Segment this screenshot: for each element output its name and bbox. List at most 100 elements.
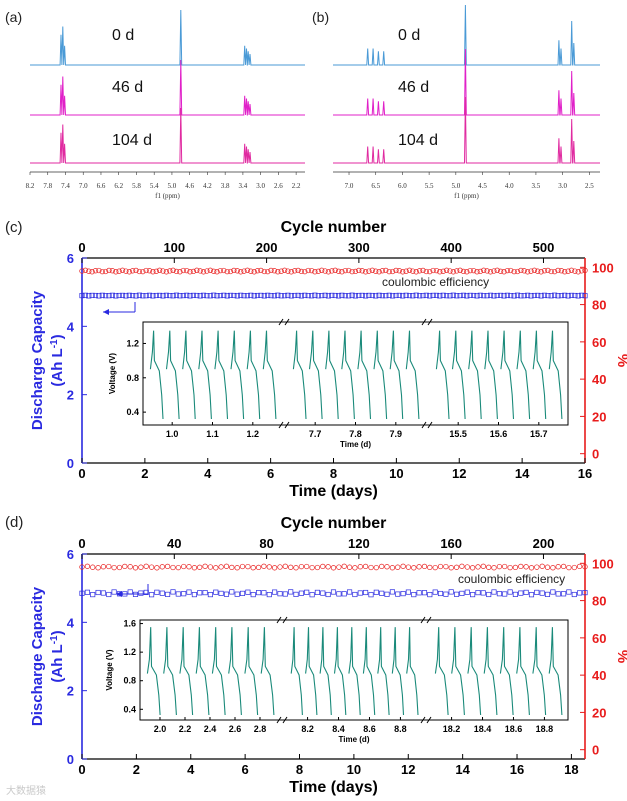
capacity-point — [411, 592, 417, 598]
efficiency-point — [339, 269, 345, 275]
nmr-trace — [333, 4, 600, 66]
efficiency-point — [568, 267, 575, 273]
efficiency-point — [565, 268, 571, 274]
capacity-point — [379, 590, 385, 596]
efficiency-point — [470, 267, 477, 274]
efficiency-point — [102, 268, 109, 275]
efficiency-point — [356, 267, 362, 274]
capacity-point — [420, 293, 426, 299]
voltage-cycle — [532, 627, 547, 716]
efficiency-point — [202, 563, 208, 569]
efficiency-point — [576, 563, 583, 570]
efficiency-point — [464, 564, 470, 570]
efficiency-point — [211, 268, 217, 274]
efficiency-point — [106, 563, 112, 570]
efficiency-point — [146, 268, 153, 274]
efficiency-point — [447, 268, 453, 274]
capacity-point — [256, 590, 262, 596]
efficiency-point — [523, 564, 529, 570]
efficiency-point — [491, 268, 497, 274]
efficiency-point — [186, 564, 192, 570]
panel-letter: (d) — [5, 514, 23, 531]
trace-label: 104 d — [112, 132, 152, 149]
capacity-point — [575, 293, 581, 299]
voltage-cycle — [500, 330, 515, 420]
inset-xtick-label: 18.8 — [536, 724, 554, 734]
capacity-point — [304, 589, 310, 595]
capacity-point — [309, 592, 315, 598]
capacity-point — [315, 293, 321, 299]
x-tick-label: 18 — [564, 762, 578, 777]
x-tick-label: 2 — [141, 466, 148, 481]
voltage-cycle — [149, 330, 164, 420]
trace-label: 0 d — [112, 27, 134, 44]
efficiency-point — [123, 268, 129, 274]
efficiency-point — [238, 269, 244, 275]
inset-xlabel: Time (d) — [339, 735, 370, 744]
inset: 0.4 0.8 1.2 Voltage (V) Time (d) 1.0 1.1 1.2 7.7… — [108, 318, 569, 449]
inset-ytick-label: 0.4 — [123, 704, 136, 714]
x-tick-label: 2 — [133, 762, 140, 777]
voltage-cycle — [179, 627, 194, 716]
voltage-cycle — [292, 330, 307, 420]
capacity-point — [512, 591, 518, 597]
efficiency-point — [175, 564, 181, 571]
efficiency-point — [379, 268, 386, 274]
efficiency-point — [544, 564, 551, 570]
x-tick-label: 12 — [452, 466, 466, 481]
voltage-cycle — [389, 330, 404, 420]
top-tick-label: 200 — [533, 536, 555, 551]
nmr-xlabel: f1 (ppm) — [155, 192, 180, 200]
efficiency-point — [150, 269, 156, 275]
capacity-point — [146, 292, 153, 298]
efficiency-point — [248, 268, 254, 274]
capacity-point — [113, 293, 119, 299]
efficiency-point — [405, 564, 412, 570]
capacity-point — [491, 293, 497, 299]
capacity-point — [486, 591, 492, 598]
capacity-point — [535, 292, 541, 298]
axis-break — [420, 616, 426, 624]
efficiency-label: coulombic efficiency — [458, 572, 565, 586]
efficiency-point — [159, 564, 165, 570]
efficiency-point — [90, 564, 96, 570]
x-tick-label: 10 — [347, 762, 361, 777]
nmr-tick-label: 4.6 — [185, 182, 194, 190]
capacity-point — [282, 293, 288, 299]
axis-break — [426, 616, 432, 624]
efficiency-point — [512, 564, 519, 571]
capacity-point — [477, 292, 483, 298]
capacity-point — [140, 293, 146, 299]
inset-ylabel: Voltage (V) — [108, 353, 117, 395]
efficiency-point — [450, 269, 456, 275]
x-tick-label: 12 — [401, 762, 415, 777]
top-tick-label: 300 — [348, 240, 370, 255]
capacity-point — [211, 292, 217, 298]
efficiency-point — [227, 268, 234, 275]
right-tick-label: 60 — [592, 335, 606, 350]
nmr-tick-label: 7.0 — [79, 182, 88, 190]
efficiency-point — [474, 269, 480, 275]
capacity-point — [184, 292, 190, 298]
nmr-trace — [30, 107, 305, 164]
capacity-point — [457, 293, 463, 299]
inset-xtick-label: 2.4 — [204, 724, 217, 734]
efficiency-point — [555, 267, 561, 274]
inset-xtick-label: 18.6 — [505, 724, 523, 734]
efficiency-point — [518, 267, 524, 274]
nmr-tick-label: 4.0 — [505, 182, 514, 190]
efficiency-point — [395, 564, 401, 570]
efficiency-point — [359, 268, 365, 274]
efficiency-point — [113, 269, 119, 275]
capacity-point — [136, 292, 142, 298]
efficiency-point — [250, 565, 256, 571]
nmr-tick-label: 6.5 — [371, 182, 380, 190]
capacity-point — [368, 592, 374, 598]
capacity-point — [507, 589, 513, 595]
capacity-point — [250, 592, 256, 598]
capacity-point — [268, 293, 274, 299]
capacity-point — [79, 293, 85, 299]
efficiency-point — [475, 564, 481, 570]
efficiency-point — [302, 268, 308, 275]
